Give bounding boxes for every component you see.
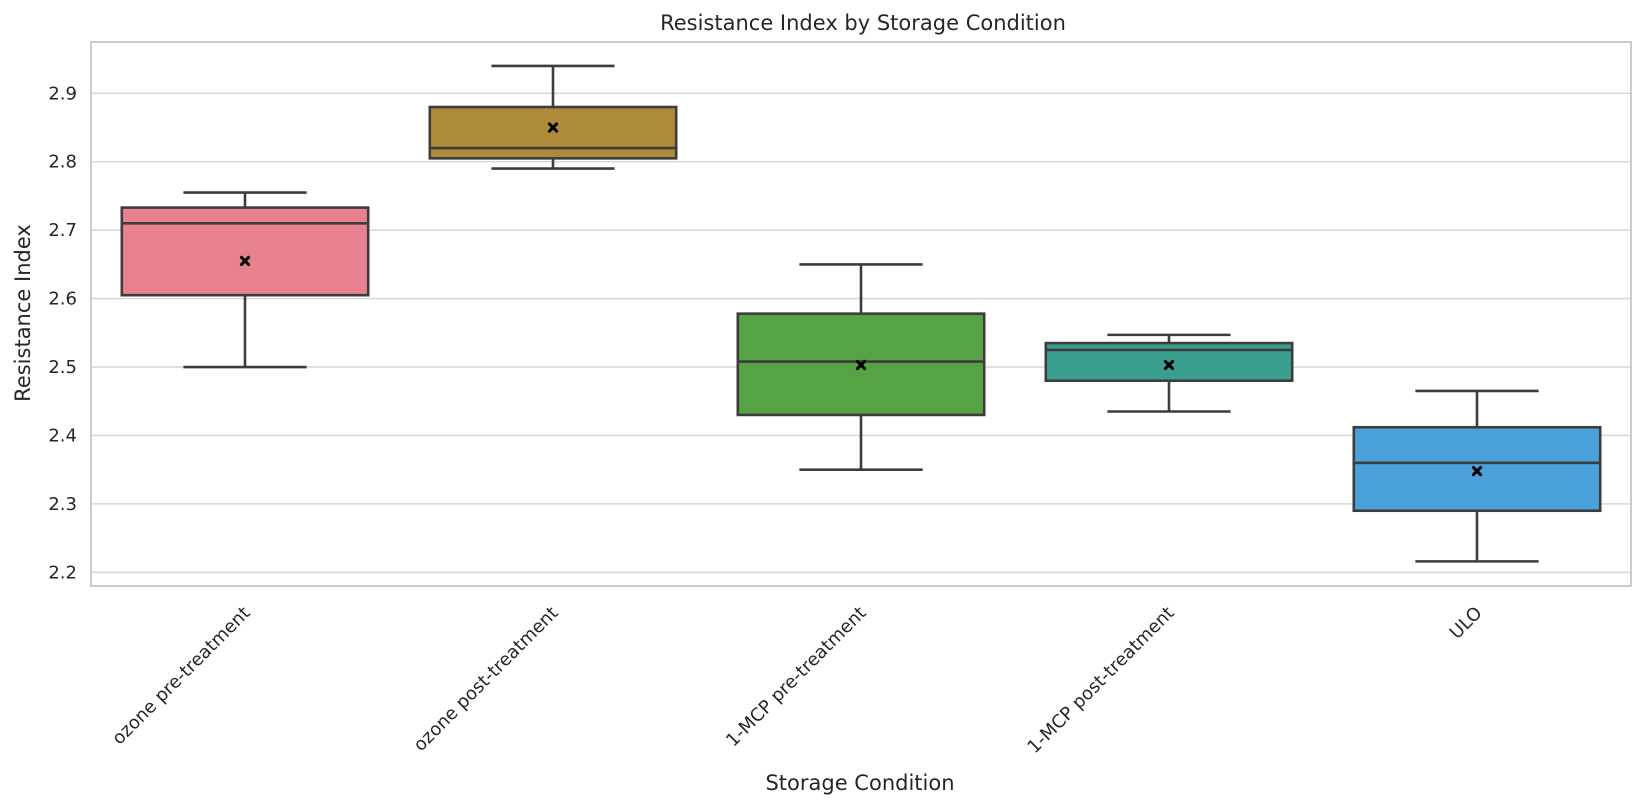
iqr-box — [120, 206, 370, 297]
x-tick-label: ozone pre-treatment — [108, 603, 254, 749]
y-tick-label: 2.9 — [48, 83, 77, 104]
mean-marker — [547, 122, 559, 133]
x-tick-label: ULO — [1446, 603, 1487, 644]
x-tick-label: 1-MCP pre-treatment — [722, 603, 870, 751]
y-tick-label: 2.6 — [48, 289, 77, 310]
y-tick-label: 2.5 — [48, 357, 77, 378]
x-tick-label: 1-MCP post-treatment — [1023, 603, 1178, 758]
boxes — [120, 64, 1602, 563]
mean-marker — [239, 255, 251, 267]
box-group — [120, 191, 370, 369]
box-group — [736, 263, 986, 471]
x-tick-labels: ozone pre-treatment ozone post-treatment 1… — [108, 603, 1486, 758]
box-group — [1352, 389, 1602, 563]
y-tick-label: 2.7 — [48, 220, 77, 241]
mean-marker — [1471, 465, 1483, 477]
y-tick-label: 2.3 — [48, 494, 77, 515]
x-tick-label: ozone post-treatment — [410, 603, 563, 756]
box-group — [428, 64, 678, 170]
y-axis-label: Resistance Index — [11, 224, 35, 402]
mean-marker — [1163, 359, 1175, 371]
plot-frame — [90, 41, 1632, 587]
mean-marker — [855, 359, 867, 371]
y-tick-labels: 2.2 2.3 2.4 2.5 2.6 2.7 2.8 2.9 — [48, 83, 77, 583]
chart-title: Resistance Index by Storage Condition — [660, 11, 1066, 35]
y-tick-label: 2.2 — [48, 562, 77, 583]
iqr-box — [428, 105, 678, 160]
y-tick-label: 2.4 — [48, 425, 77, 446]
box-group — [1044, 333, 1294, 413]
y-tick-label: 2.8 — [48, 152, 77, 173]
x-axis-label: Storage Condition — [765, 771, 954, 795]
